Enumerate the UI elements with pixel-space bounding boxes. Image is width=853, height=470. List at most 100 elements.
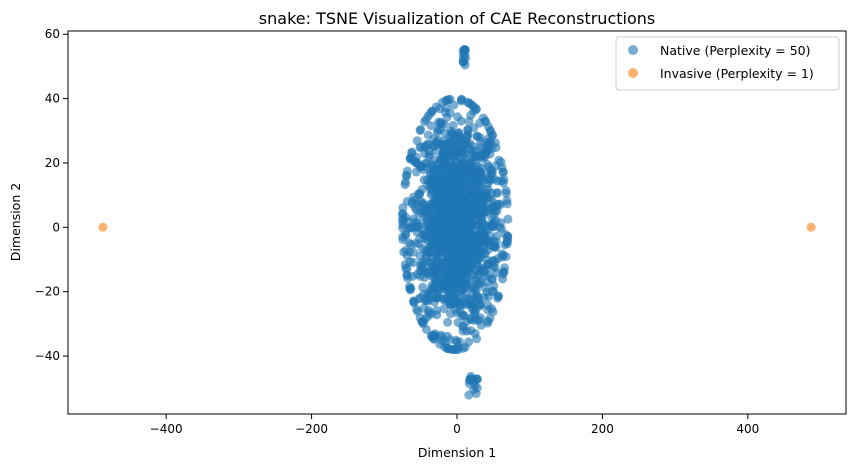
native-point bbox=[464, 390, 474, 400]
native-point bbox=[465, 194, 475, 204]
native-point bbox=[473, 203, 483, 213]
native-point bbox=[411, 239, 420, 248]
legend-box bbox=[615, 36, 840, 91]
native-point bbox=[497, 163, 507, 173]
native-point bbox=[454, 242, 464, 252]
native-point bbox=[483, 245, 493, 255]
native-point bbox=[458, 310, 468, 320]
native-point bbox=[418, 282, 428, 292]
native-point bbox=[498, 274, 508, 284]
native-point bbox=[441, 103, 451, 113]
native-point bbox=[463, 139, 472, 149]
native-point bbox=[453, 128, 463, 138]
native-point bbox=[481, 237, 491, 247]
native-point bbox=[488, 307, 498, 317]
native-point bbox=[435, 104, 445, 114]
native-point bbox=[465, 99, 475, 109]
native-point bbox=[426, 284, 436, 294]
legend-label-native: Native (Perplexity = 50) bbox=[660, 43, 811, 58]
native-point bbox=[440, 276, 450, 286]
native-point bbox=[438, 196, 448, 206]
native-point bbox=[496, 224, 506, 234]
native-point bbox=[423, 180, 432, 190]
native-point bbox=[458, 46, 468, 56]
points-layer bbox=[98, 45, 816, 400]
x-tick-label: −400 bbox=[150, 422, 183, 436]
native-point bbox=[465, 376, 475, 385]
native-point bbox=[463, 184, 473, 194]
y-tick-label: −40 bbox=[35, 349, 60, 363]
native-point bbox=[428, 259, 438, 269]
native-point bbox=[471, 104, 481, 114]
native-point bbox=[451, 297, 461, 307]
native-point bbox=[475, 299, 485, 309]
native-point bbox=[467, 218, 477, 228]
native-point bbox=[473, 292, 483, 302]
native-point bbox=[475, 133, 485, 143]
native-point bbox=[499, 175, 509, 185]
native-point bbox=[399, 247, 409, 257]
y-tick-label: 20 bbox=[45, 156, 60, 170]
native-point bbox=[415, 126, 425, 135]
native-point bbox=[500, 263, 510, 273]
native-point bbox=[433, 176, 442, 186]
native-point bbox=[487, 130, 497, 140]
native-point bbox=[443, 317, 453, 327]
native-point bbox=[489, 236, 499, 246]
native-point bbox=[432, 310, 442, 320]
legend-label-invasive: Invasive (Perplexity = 1) bbox=[660, 66, 814, 81]
native-point bbox=[447, 268, 457, 278]
native-point bbox=[437, 119, 447, 129]
native-point bbox=[454, 287, 464, 297]
native-point bbox=[474, 277, 484, 287]
native-point bbox=[425, 242, 435, 252]
native-point bbox=[462, 282, 472, 292]
native-point bbox=[418, 317, 428, 327]
native-point bbox=[425, 266, 435, 276]
native-point bbox=[411, 222, 421, 232]
native-point bbox=[413, 306, 423, 316]
native-point bbox=[469, 309, 479, 319]
native-point bbox=[463, 299, 473, 309]
native-point bbox=[459, 220, 469, 230]
y-axis-ticks: −40 −20 0 20 40 60 bbox=[35, 27, 68, 363]
native-point bbox=[405, 284, 415, 294]
native-point bbox=[477, 172, 487, 182]
y-tick-label: 0 bbox=[52, 220, 60, 234]
native-point bbox=[472, 383, 482, 393]
native-point bbox=[450, 260, 460, 270]
native-point bbox=[442, 331, 452, 341]
native-point bbox=[447, 218, 457, 228]
native-point bbox=[474, 315, 484, 325]
native-point bbox=[481, 220, 491, 230]
native-point bbox=[426, 169, 436, 179]
native-point bbox=[409, 247, 419, 257]
native-point bbox=[480, 283, 490, 293]
native-point bbox=[448, 161, 458, 171]
native-point bbox=[439, 136, 449, 146]
native-point bbox=[424, 152, 434, 162]
native-point bbox=[451, 228, 461, 237]
native-point bbox=[471, 156, 481, 166]
x-axis-ticks: −400 −200 0 200 400 bbox=[150, 414, 759, 436]
native-point bbox=[452, 249, 462, 259]
native-point bbox=[502, 239, 512, 249]
native-point bbox=[440, 342, 450, 352]
native-point bbox=[463, 130, 473, 140]
native-point bbox=[491, 143, 501, 153]
native-point bbox=[410, 195, 420, 205]
legend-marker-native bbox=[628, 45, 638, 55]
x-tick-label: −200 bbox=[295, 422, 328, 436]
x-tick-label: 0 bbox=[453, 422, 461, 436]
native-point bbox=[467, 145, 477, 155]
native-point bbox=[472, 191, 482, 201]
native-point bbox=[503, 231, 513, 241]
native-point bbox=[503, 214, 513, 224]
x-tick-label: 200 bbox=[591, 422, 614, 436]
native-point bbox=[407, 271, 417, 281]
native-point bbox=[493, 291, 503, 301]
invasive-point bbox=[98, 222, 108, 232]
native-point bbox=[435, 247, 445, 257]
native-point bbox=[480, 202, 490, 211]
